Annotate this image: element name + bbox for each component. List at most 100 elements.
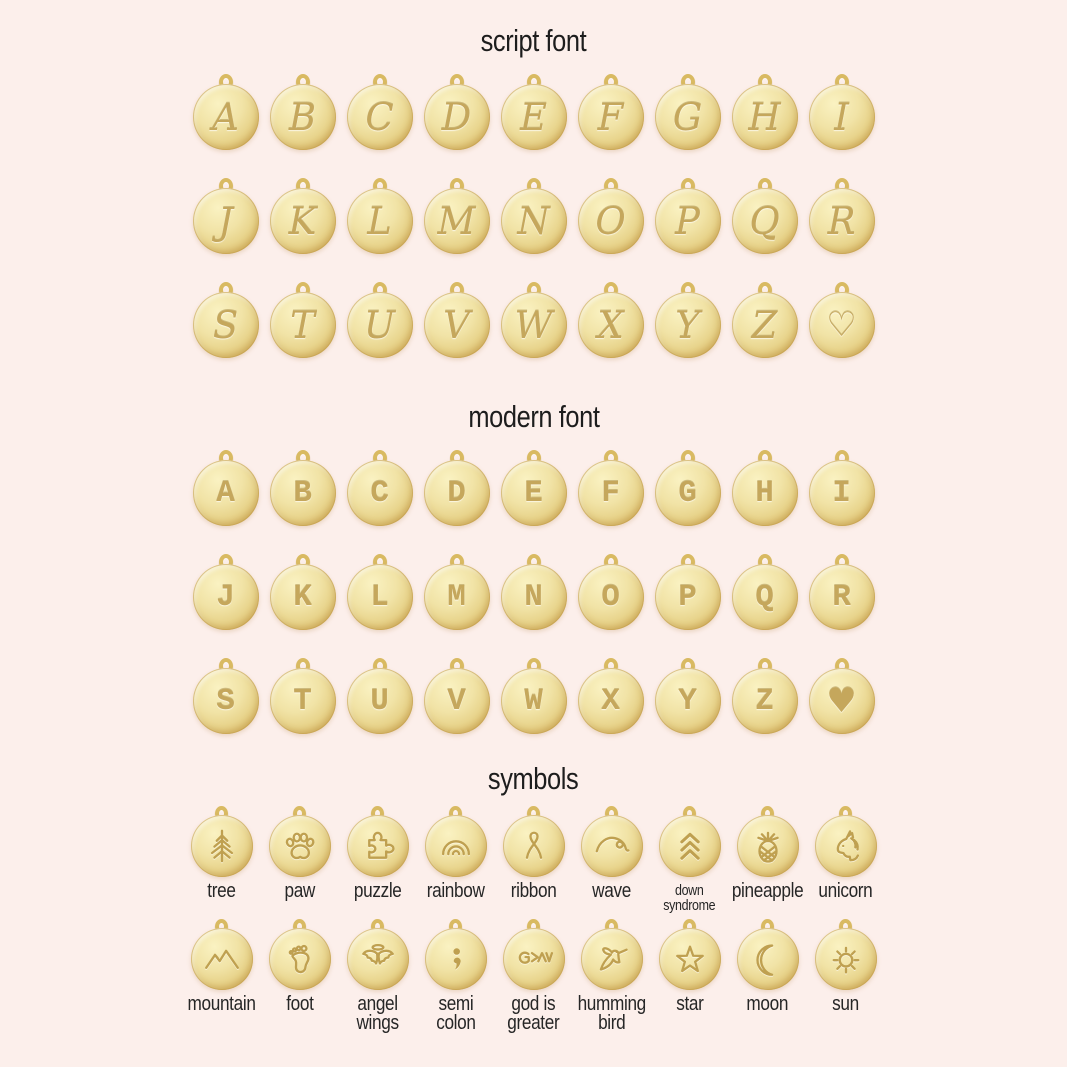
pineapple-icon <box>747 825 789 867</box>
gold-disc: X <box>577 668 644 735</box>
symbol-cell-ribbon: ribbon <box>501 806 567 901</box>
symbol-label: rainbow <box>426 880 485 903</box>
charm-script-u: U <box>346 282 413 359</box>
engraved-heart: ♥ <box>826 681 857 722</box>
engraved-letter: U <box>370 683 389 719</box>
engraved-letter: T <box>290 303 315 347</box>
engraved-letter: Q <box>749 199 780 243</box>
symbol-label-line: tree <box>207 880 236 903</box>
gold-disc: S <box>192 668 259 735</box>
engraved-letter: Z <box>751 303 778 347</box>
gold-disc <box>736 815 799 878</box>
engraved-letter: F <box>597 95 624 139</box>
symbol-label-line: greater <box>507 1012 560 1035</box>
charm-modern-o: O <box>577 554 644 631</box>
charm-modern-w: W <box>500 658 567 735</box>
charm-modern-p: P <box>654 554 721 631</box>
engraved-letter: D <box>447 475 466 511</box>
charm-script-r: R <box>808 178 875 255</box>
gold-disc <box>190 928 253 991</box>
symbol-label-line: syndrome <box>663 897 716 914</box>
symbol-label-line: wave <box>592 880 631 903</box>
wave-icon <box>591 825 633 867</box>
symbol-label-line: sun <box>832 993 859 1016</box>
gold-disc: Y <box>654 292 721 359</box>
charm-modern-h: H <box>731 450 798 527</box>
symbol-label-line: god is <box>511 993 556 1016</box>
charm-modern-g: G <box>654 450 721 527</box>
engraved-letter: J <box>216 579 235 615</box>
gold-disc: V <box>423 668 490 735</box>
charm-modern-y: Y <box>654 658 721 735</box>
charm-symbol-unicorn <box>814 806 877 878</box>
symbol-label-line: wings <box>356 1012 399 1035</box>
symbol-label: god is greater <box>507 993 560 1035</box>
symbol-label-line: angel <box>357 993 398 1016</box>
symbol-label: wave <box>592 880 631 903</box>
gold-disc: D <box>423 460 490 527</box>
engraved-letter: B <box>288 95 317 139</box>
section-title-modern: modern font <box>0 399 1067 435</box>
symbol-label: sun <box>832 993 859 1016</box>
star-icon <box>669 938 711 980</box>
symbol-label: angel wings <box>356 993 399 1035</box>
symbol-label-line: rainbow <box>426 880 485 903</box>
paw-icon <box>279 825 321 867</box>
gold-disc <box>814 815 877 878</box>
symbol-label-line: foot <box>285 993 314 1016</box>
charm-script-n: N <box>500 178 567 255</box>
charm-symbol-rainbow <box>424 806 487 878</box>
charm-modern-j: J <box>192 554 259 631</box>
gold-disc: L <box>346 564 413 631</box>
symbol-cell-tree: tree <box>189 806 255 901</box>
gold-disc: G <box>654 460 721 527</box>
engraved-letter: W <box>514 303 553 347</box>
gold-disc <box>502 815 565 878</box>
section-title-modern-text: modern font <box>467 399 600 435</box>
moon-icon <box>747 938 789 980</box>
charm-symbol-star <box>658 919 721 991</box>
gold-disc: C <box>346 460 413 527</box>
symbol-label-line: paw <box>284 880 315 903</box>
gold-disc: I <box>808 84 875 151</box>
symbol-label: pineapple <box>732 881 804 901</box>
engraved-letter: X <box>601 683 620 719</box>
engraved-letter: N <box>517 199 550 243</box>
gold-disc: Q <box>731 564 798 631</box>
symbol-label-line: humming <box>577 993 646 1016</box>
gold-disc: A <box>192 84 259 151</box>
gold-disc: C <box>346 84 413 151</box>
engraved-letter: T <box>293 683 312 719</box>
engraved-letter: Z <box>755 683 774 719</box>
engraved-letter: P <box>678 579 697 615</box>
gold-disc: U <box>346 292 413 359</box>
symbol-cell-moon: moon <box>735 919 801 1014</box>
symbol-cell-star: star <box>657 919 723 1014</box>
script-charm-grid: A B C D E F G H I J K L M N O P Q R S T U V W X Y Z ♡ <box>0 74 1067 359</box>
engraved-letter: U <box>363 303 396 347</box>
charm-symbol-god-is-greater <box>502 919 565 991</box>
charm-script-t: T <box>269 282 336 359</box>
engraved-letter: F <box>601 475 620 511</box>
charm-script-d: D <box>423 74 490 151</box>
charm-script-heart: ♡ <box>808 282 875 359</box>
charm-modern-t: T <box>269 658 336 735</box>
symbol-label-line: puzzle <box>353 880 402 903</box>
symbol-cell-god-is-greater: god is greater <box>501 919 567 1033</box>
charm-modern-z: Z <box>731 658 798 735</box>
symbol-label: unicorn <box>818 881 872 901</box>
charm-symbol-tree <box>190 806 253 878</box>
gold-disc <box>736 928 799 991</box>
ribbon-icon <box>513 825 555 867</box>
engraved-letter: V <box>447 683 466 719</box>
symbol-label-line: down <box>675 883 704 900</box>
charm-script-l: L <box>346 178 413 255</box>
charm-script-s: S <box>192 282 259 359</box>
script-row-1: A B C D E F G H I <box>0 74 1067 151</box>
symbol-label-line: bird <box>597 1012 626 1035</box>
gold-disc: ♥ <box>808 668 875 735</box>
symbol-cell-semi-colon: semi colon <box>423 919 489 1033</box>
gold-disc <box>580 815 643 878</box>
symbol-label-line: star <box>675 993 704 1016</box>
charm-modern-u: U <box>346 658 413 735</box>
